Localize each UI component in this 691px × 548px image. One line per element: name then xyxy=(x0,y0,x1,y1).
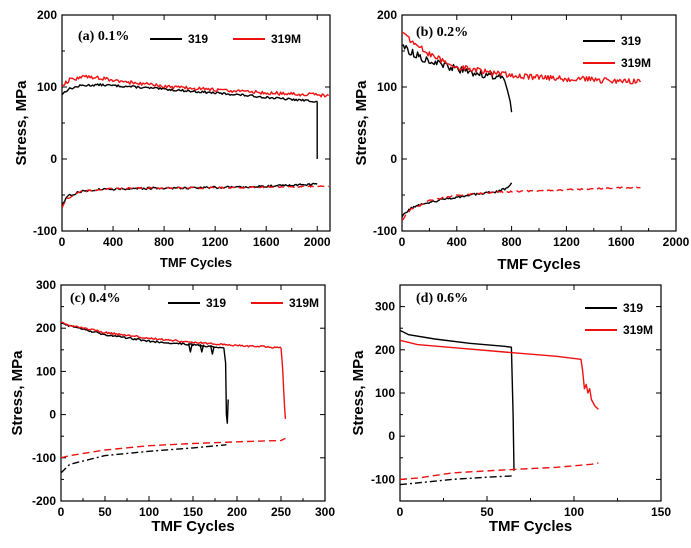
x-tick-label: 0 xyxy=(59,235,66,249)
series-line-319 xyxy=(199,344,205,353)
panel-title: (b) 0.2% xyxy=(416,25,468,40)
y-tick-label: -100 xyxy=(33,224,57,238)
legend-label-319: 319 xyxy=(621,34,641,48)
series-line-319 xyxy=(61,444,227,474)
series-line-319 xyxy=(504,81,513,113)
plot-frame xyxy=(399,284,662,502)
x-tick-label: 150 xyxy=(651,505,671,519)
legend-label-319: 319 xyxy=(623,301,643,315)
legend: 319 319M xyxy=(583,34,651,70)
x-tick-label: 2000 xyxy=(304,235,331,249)
x-tick-label: 1600 xyxy=(608,235,635,249)
y-tick-label: 200 xyxy=(375,343,395,357)
x-tick-label: 1200 xyxy=(202,235,229,249)
legend-label-319m: 319M xyxy=(289,296,319,310)
y-tick-label: 100 xyxy=(36,364,56,378)
series-line-319m xyxy=(280,347,287,419)
series-line-319m xyxy=(400,462,599,481)
panel-d: 0 50 100 150 -100 0 100 200 300 TMF Cycles Stress,… xyxy=(350,284,671,535)
series-line-319 xyxy=(61,322,224,349)
panel-title: (c) 0.4% xyxy=(70,291,121,306)
series-line-319 xyxy=(402,182,513,218)
x-axis-label: TMF Cycles xyxy=(151,518,234,535)
y-tick-label: 0 xyxy=(49,408,56,422)
y-tick-label: 100 xyxy=(37,80,57,94)
series-line-319 xyxy=(187,343,193,353)
y-tick-label: 0 xyxy=(390,152,397,166)
x-tick-label: 1600 xyxy=(253,235,280,249)
panel-c: 0 50 100 150 200 250 300 -200 -100 0 100 200 300 TMF … xyxy=(9,278,335,535)
series-line-319 xyxy=(223,347,229,424)
legend-label-319: 319 xyxy=(206,296,226,310)
x-tick-label: 0 xyxy=(399,235,406,249)
y-axis-label: Stress, MPa xyxy=(350,350,367,436)
panel-title: (a) 0.1% xyxy=(78,29,129,44)
x-tick-label: 400 xyxy=(447,235,467,249)
y-tick-label: -100 xyxy=(32,451,56,465)
series-line-319m xyxy=(402,186,641,221)
x-tick-label: 800 xyxy=(502,235,522,249)
series-line-319m xyxy=(62,74,330,98)
x-tick-label: 200 xyxy=(227,505,247,519)
y-tick-label: 200 xyxy=(36,321,56,335)
y-tick-label: 200 xyxy=(37,8,57,22)
y-tick-label: -200 xyxy=(32,494,56,508)
y-axis-label: Stress, MPa xyxy=(13,80,30,166)
y-axis-label: Stress, MPa xyxy=(9,350,26,436)
y-tick-label: -100 xyxy=(371,472,395,486)
x-axis-label: TMF Cycles xyxy=(489,518,572,535)
series-line-319 xyxy=(400,329,515,471)
series-line-319 xyxy=(402,44,506,82)
series-line-319m xyxy=(61,437,286,459)
x-tick-label: 300 xyxy=(315,505,335,519)
y-tick-label: 0 xyxy=(50,152,57,166)
y-tick-label: 0 xyxy=(388,429,395,443)
x-tick-label: 50 xyxy=(480,505,494,519)
series-line-319m xyxy=(62,185,329,209)
legend: 319 319M xyxy=(150,32,301,46)
series-line-319m xyxy=(400,339,599,410)
y-tick-label: 200 xyxy=(377,8,397,22)
series-line-319 xyxy=(400,475,514,486)
x-tick-label: 100 xyxy=(564,505,584,519)
series-line-319 xyxy=(62,83,318,103)
series-group xyxy=(61,321,287,474)
legend-label-319m: 319M xyxy=(623,323,653,337)
x-tick-label: 400 xyxy=(103,235,123,249)
legend-label-319m: 319M xyxy=(621,56,651,70)
series-group xyxy=(402,31,641,221)
x-tick-label: 250 xyxy=(271,505,291,519)
series-group xyxy=(400,329,599,486)
legend: 319 319M xyxy=(585,301,653,337)
y-tick-label: 100 xyxy=(377,80,397,94)
series-line-319m xyxy=(402,31,641,85)
panel-title: (d) 0.6% xyxy=(416,291,468,306)
plot-frame xyxy=(60,284,326,502)
x-tick-label: 2000 xyxy=(663,235,690,249)
x-tick-label: 1200 xyxy=(553,235,580,249)
y-tick-label: 300 xyxy=(375,300,395,314)
x-tick-label: 150 xyxy=(183,505,203,519)
y-tick-label: 300 xyxy=(36,278,56,292)
legend: 319 319M xyxy=(168,296,319,310)
y-tick-label: -100 xyxy=(373,224,397,238)
x-axis-label: TMF Cycles xyxy=(497,256,580,273)
series-group xyxy=(62,74,330,209)
series-line-319m xyxy=(61,321,282,349)
y-tick-label: 100 xyxy=(375,386,395,400)
x-axis-label: TMF Cycles xyxy=(160,255,232,270)
series-line-319 xyxy=(209,345,215,355)
legend-label-319m: 319M xyxy=(271,32,301,46)
plot-frame xyxy=(61,14,331,232)
legend-label-319: 319 xyxy=(188,32,208,46)
x-tick-label: 100 xyxy=(139,505,159,519)
x-tick-label: 50 xyxy=(98,505,112,519)
x-tick-label: 0 xyxy=(397,505,404,519)
y-axis-label: Stress, MPa xyxy=(353,80,370,166)
x-tick-label: 800 xyxy=(154,235,174,249)
x-tick-label: 0 xyxy=(58,505,65,519)
